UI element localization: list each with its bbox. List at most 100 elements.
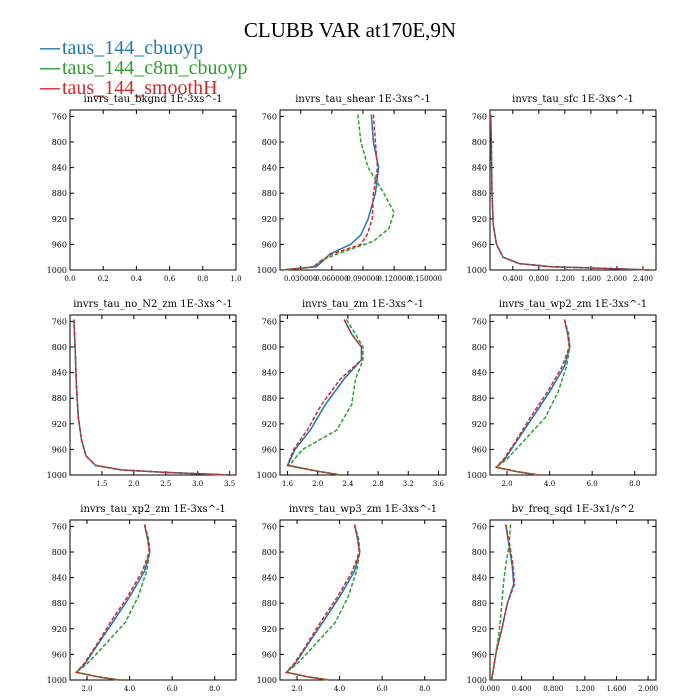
x-tick-label: 2.4	[342, 480, 354, 488]
plot-frame	[279, 519, 447, 681]
y-tick-label: 960	[472, 445, 487, 454]
x-tick-label: 1.200	[555, 275, 575, 283]
x-tick-label: 2.0	[128, 480, 139, 488]
series-line	[74, 524, 151, 681]
legend-item-smoothh: — taus_144_smoothH	[40, 78, 248, 98]
y-tick-label: 880	[262, 394, 277, 403]
y-tick-label: 920	[52, 420, 67, 429]
x-tick-label: 0.800	[529, 275, 549, 283]
subplot: invrs_tau_no_N2_zm 1E-3xs^-1 760 800 840 880…	[47, 299, 237, 488]
y-tick-label: 760	[52, 112, 67, 121]
subplot: bv_freq_sqd 1E-3x1/s^2 760 800 840 880 920 960…	[467, 504, 658, 693]
legend-line-icon: —	[40, 77, 60, 99]
subplot-title: invrs_tau_wp3_zm 1E-3xs^-1	[289, 504, 437, 515]
series-line	[73, 319, 230, 476]
y-tick-label: 760	[262, 522, 277, 531]
x-tick-label: 1.6	[282, 480, 294, 488]
y-tick-label: 960	[52, 240, 67, 249]
legend-label: taus_144_cbuoyp	[62, 37, 204, 59]
y-tick-label: 960	[52, 445, 67, 454]
x-tick-label: 3.5	[224, 480, 235, 488]
x-tick-label: 2.000	[638, 685, 658, 693]
y-tick-label: 840	[472, 574, 487, 583]
series-line	[490, 524, 512, 681]
x-tick-label: 2.000	[607, 275, 627, 283]
x-tick-label: 0.060000	[315, 275, 348, 283]
series-line	[284, 524, 360, 681]
subplot-title: bv_freq_sqd 1E-3x1/s^2	[512, 504, 635, 515]
series-line	[282, 114, 395, 271]
y-tick-label: 840	[262, 369, 277, 378]
y-tick-label: 1000	[47, 266, 67, 275]
y-tick-label: 960	[52, 650, 67, 659]
subplot-title: invrs_tau_xp2_zm 1E-3xs^-1	[80, 504, 225, 515]
subplot: invrs_tau_zm 1E-3xs^-1 760 800 840 880 920 960…	[257, 299, 447, 488]
x-tick-label: 8.0	[629, 480, 640, 488]
subplot: invrs_tau_sfc 1E-3xs^-1 760 800 840 880 920 96…	[467, 94, 657, 283]
series-line	[286, 319, 363, 476]
subplot: invrs_tau_bkgnd 1E-3xs^-1 760 800 840 880 920…	[47, 94, 242, 283]
series-line	[282, 114, 379, 271]
y-tick-label: 800	[262, 343, 277, 352]
y-tick-label: 800	[52, 138, 67, 147]
x-tick-label: 0.150000	[409, 275, 442, 283]
plot-frame	[489, 519, 657, 681]
series-line	[287, 319, 364, 476]
subplot: invrs_tau_shear 1E-3xs^-1 760 800 840 880 920…	[257, 94, 447, 283]
series-line	[73, 319, 230, 476]
legend-item-cbuoyp: — taus_144_cbuoyp	[40, 38, 248, 58]
plot-frame	[279, 109, 447, 271]
y-tick-label: 1000	[47, 471, 67, 480]
x-tick-label: 2.0	[501, 480, 512, 488]
x-tick-label: 6.0	[377, 685, 388, 693]
y-tick-label: 800	[262, 548, 277, 557]
x-tick-label: 0.030000	[284, 275, 317, 283]
y-tick-label: 920	[262, 215, 277, 224]
x-tick-label: 3.6	[433, 480, 445, 488]
y-tick-label: 960	[262, 240, 277, 249]
subplot-title: invrs_tau_bkgnd 1E-3xs^-1	[84, 94, 223, 105]
subplot-title: invrs_tau_no_N2_zm 1E-3xs^-1	[73, 299, 233, 310]
y-tick-label: 840	[52, 369, 67, 378]
series-line	[489, 114, 650, 271]
y-tick-label: 920	[472, 215, 487, 224]
x-tick-label: 1.600	[606, 685, 626, 693]
subplot-title: invrs_tau_zm 1E-3xs^-1	[302, 299, 424, 310]
y-tick-label: 880	[52, 599, 67, 608]
y-tick-label: 1000	[257, 676, 277, 685]
subplot: invrs_tau_xp2_zm 1E-3xs^-1 760 800 840 880 92…	[47, 504, 237, 693]
y-tick-label: 800	[472, 548, 487, 557]
plot-frame	[69, 314, 237, 476]
y-tick-label: 1000	[467, 676, 487, 685]
y-tick-label: 960	[472, 240, 487, 249]
y-tick-label: 800	[472, 138, 487, 147]
plot-frame	[279, 314, 447, 476]
y-tick-label: 760	[52, 317, 67, 326]
x-tick-label: 0.2	[98, 275, 109, 283]
y-tick-label: 760	[472, 112, 487, 121]
y-tick-label: 880	[262, 189, 277, 198]
y-tick-label: 760	[262, 112, 277, 121]
x-tick-label: 2.0	[81, 685, 92, 693]
x-tick-label: 2.0	[312, 480, 323, 488]
series-line	[284, 524, 361, 681]
legend-item-c8m-cbuoyp: — taus_144_c8m_cbuoyp	[40, 58, 248, 78]
plot-frame	[69, 519, 237, 681]
series-line	[282, 114, 380, 271]
y-tick-label: 800	[52, 548, 67, 557]
x-tick-label: 1.200	[575, 685, 595, 693]
series-line	[494, 319, 571, 476]
y-tick-label: 840	[472, 369, 487, 378]
y-tick-label: 840	[472, 164, 487, 173]
series-line	[494, 319, 570, 476]
x-tick-label: 2.400	[633, 275, 653, 283]
y-tick-label: 840	[262, 164, 277, 173]
subplot: invrs_tau_wp3_zm 1E-3xs^-1 760 800 840 880 92…	[257, 504, 447, 693]
subplot-title: invrs_tau_shear 1E-3xs^-1	[295, 94, 431, 105]
x-tick-label: 3.0	[192, 480, 203, 488]
y-tick-label: 1000	[467, 471, 487, 480]
series-line	[73, 319, 230, 476]
y-tick-label: 920	[472, 420, 487, 429]
x-tick-label: 2.8	[373, 480, 384, 488]
y-tick-label: 960	[262, 445, 277, 454]
